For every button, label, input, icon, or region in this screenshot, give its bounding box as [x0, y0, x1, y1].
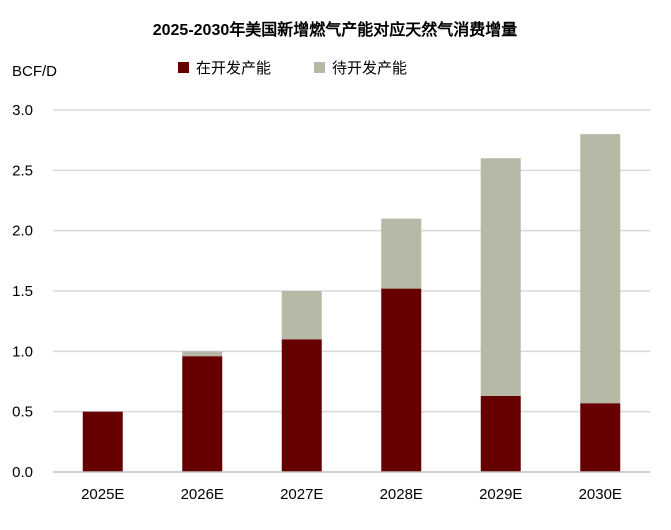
legend-swatch-developing [178, 62, 189, 73]
bar-developing [82, 411, 123, 472]
bar-planned [182, 351, 223, 357]
y-tick-label: 1.5 [12, 283, 33, 300]
bar-developing [580, 403, 621, 472]
bar-developing [480, 395, 521, 472]
x-tick-label: 2027E [280, 486, 323, 503]
bar-developing [281, 339, 322, 472]
bar-planned [381, 218, 422, 289]
bar-planned [580, 134, 621, 404]
y-tick-label: 3.0 [12, 102, 33, 119]
x-tick-label: 2029E [479, 486, 522, 503]
y-tick-label: 1.0 [12, 343, 33, 360]
x-tick-label: 2028E [380, 486, 423, 503]
x-tick-label: 2026E [181, 486, 224, 503]
bar-planned [281, 291, 322, 340]
y-tick-label: 0.5 [12, 404, 33, 421]
legend-label-planned: 待开发产能 [332, 60, 407, 77]
legend-swatch-planned [314, 62, 325, 73]
legend: 在开发产能 待开发产能 [178, 60, 407, 77]
bar-developing [182, 356, 223, 472]
chart-title: 2025-2030年美国新增燃气产能对应天然气消费增量 [153, 20, 518, 39]
legend-label-developing: 在开发产能 [196, 60, 271, 77]
bar-developing [381, 288, 422, 472]
y-tick-label: 2.0 [12, 223, 33, 240]
bar-planned [480, 158, 521, 396]
y-axis-label: BCF/D [12, 63, 57, 80]
y-tick-label: 2.5 [12, 162, 33, 179]
y-tick-label: 0.0 [12, 464, 33, 481]
x-tick-label: 2025E [81, 486, 124, 503]
x-tick-label: 2030E [579, 486, 622, 503]
